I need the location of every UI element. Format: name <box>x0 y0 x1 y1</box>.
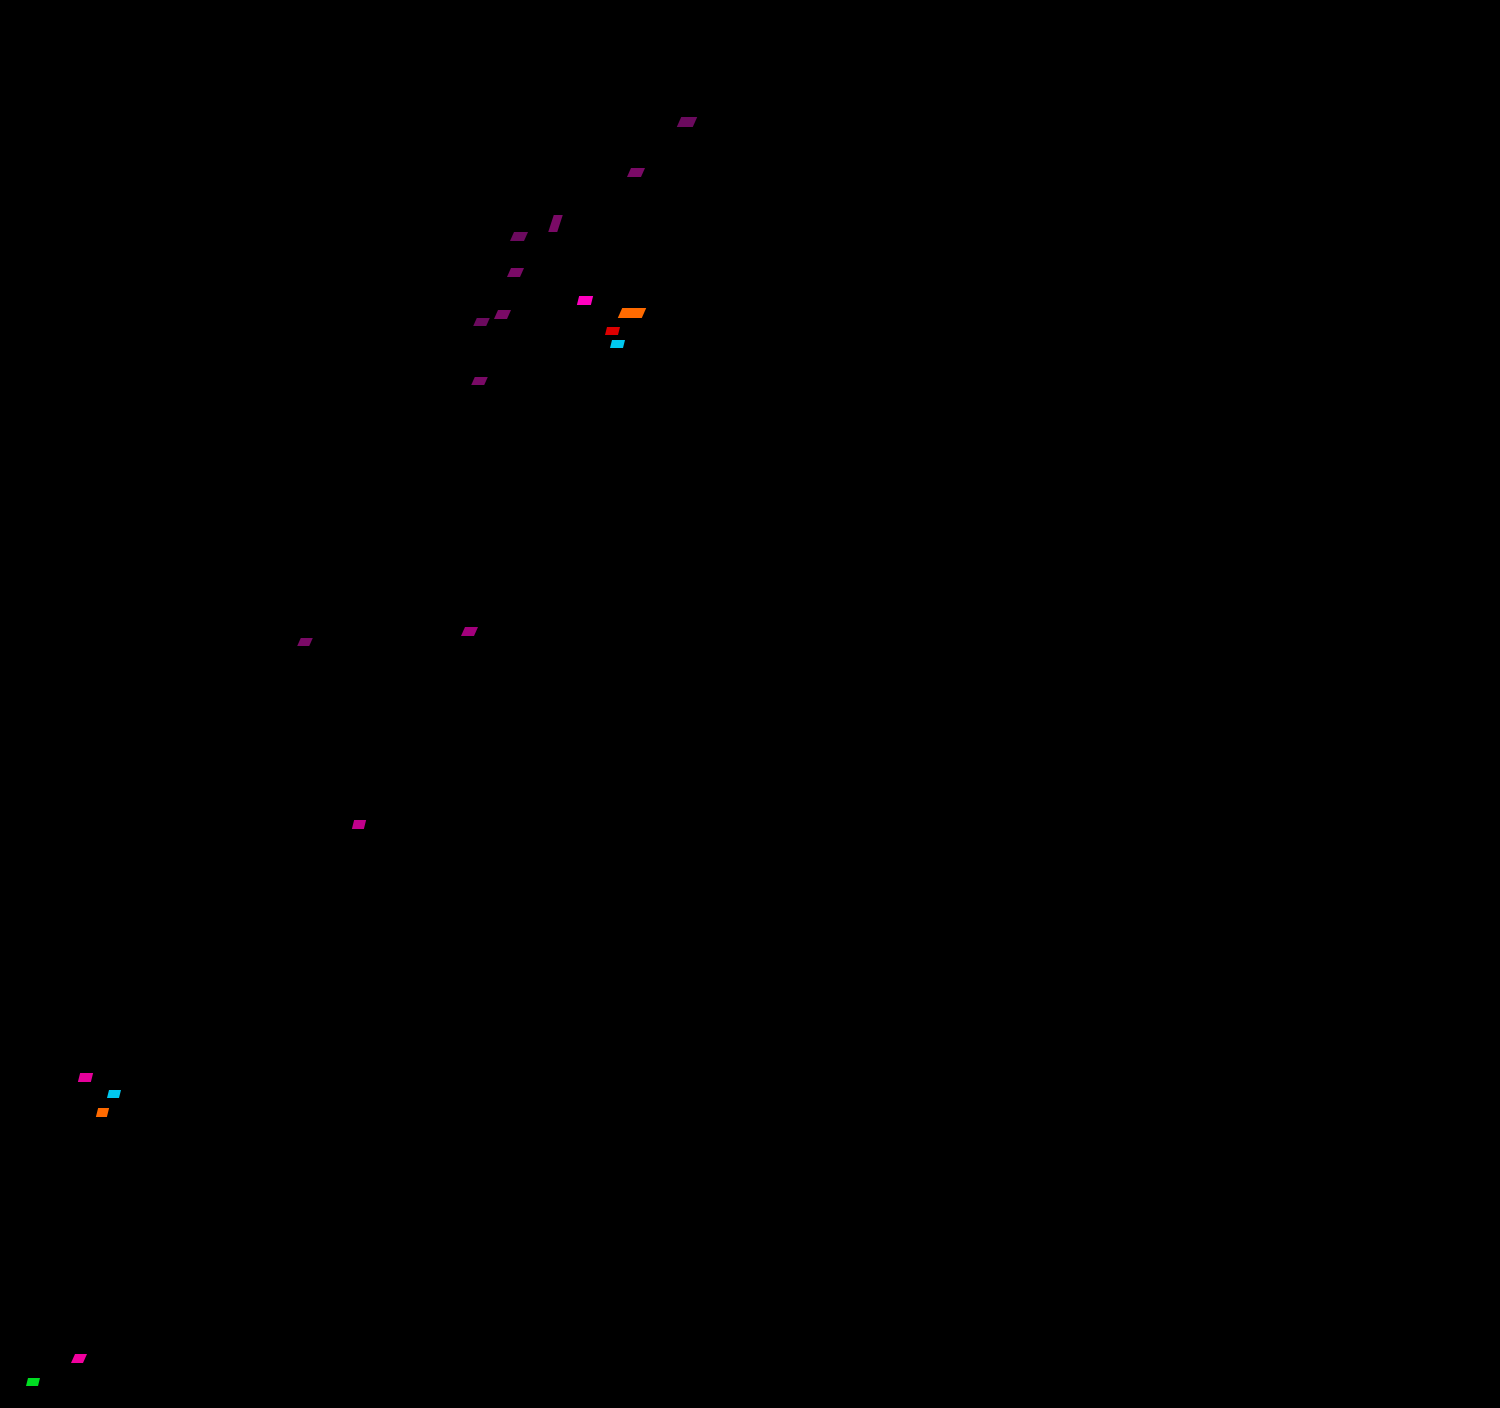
marker-glyph <box>297 638 313 646</box>
marker-glyph <box>77 1073 94 1082</box>
scatter-marker <box>493 310 512 319</box>
scatter-marker <box>70 1354 88 1363</box>
scatter-marker <box>676 117 698 127</box>
scatter-marker <box>605 327 620 335</box>
marker-glyph <box>605 327 620 335</box>
marker-glyph <box>493 310 512 319</box>
marker-glyph <box>676 117 698 127</box>
scatter-marker <box>610 340 625 348</box>
scatter-marker <box>26 1378 40 1386</box>
scatter-marker <box>297 638 313 646</box>
marker-glyph <box>576 296 594 305</box>
scatter-marker <box>351 820 367 829</box>
marker-glyph <box>610 340 625 348</box>
marker-glyph <box>509 232 529 241</box>
scatter-marker <box>506 268 525 277</box>
scatter-marker <box>460 627 479 636</box>
marker-glyph <box>70 1354 88 1363</box>
marker-glyph <box>460 627 479 636</box>
marker-glyph <box>471 377 488 385</box>
scatter-marker <box>509 232 529 241</box>
marker-glyph <box>107 1090 121 1098</box>
scatter-marker <box>77 1073 94 1082</box>
scatter-marker <box>548 215 563 232</box>
marker-glyph <box>351 820 367 829</box>
scatter-marker <box>473 318 490 326</box>
marker-glyph <box>506 268 525 277</box>
marker-glyph <box>473 318 490 326</box>
marker-glyph <box>626 168 646 177</box>
scatter-marker <box>617 308 647 318</box>
scatter-marker <box>471 377 488 385</box>
scatter-marker <box>626 168 646 177</box>
marker-glyph <box>617 308 647 318</box>
scatter-marker <box>107 1090 121 1098</box>
scatter-marker <box>95 1108 110 1117</box>
marker-glyph <box>95 1108 110 1117</box>
scatter-marker <box>576 296 594 305</box>
marker-glyph <box>548 215 563 232</box>
marker-glyph <box>26 1378 40 1386</box>
